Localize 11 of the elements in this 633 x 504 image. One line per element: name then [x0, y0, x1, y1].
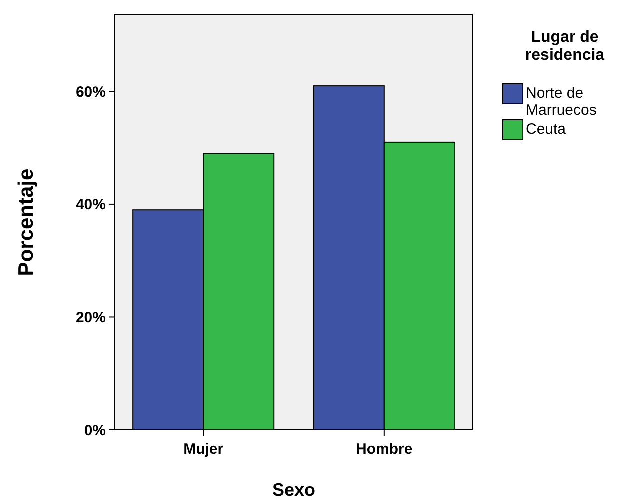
legend-label: Norte de Marruecos: [526, 85, 597, 119]
legend-title: Lugar de residencia: [525, 29, 605, 64]
legend-label: Ceuta: [526, 121, 567, 138]
y-tick-label: 40%: [76, 196, 106, 214]
y-tick-label: 20%: [76, 309, 106, 326]
x-tick-label: Hombre: [356, 441, 413, 458]
y-tick-label: 0%: [84, 422, 106, 440]
y-axis-title: Porcentaje: [15, 168, 38, 276]
x-axis-title: Sexo: [272, 480, 316, 500]
x-tick-label: Mujer: [184, 441, 224, 458]
y-tick-label: 60%: [76, 84, 106, 101]
